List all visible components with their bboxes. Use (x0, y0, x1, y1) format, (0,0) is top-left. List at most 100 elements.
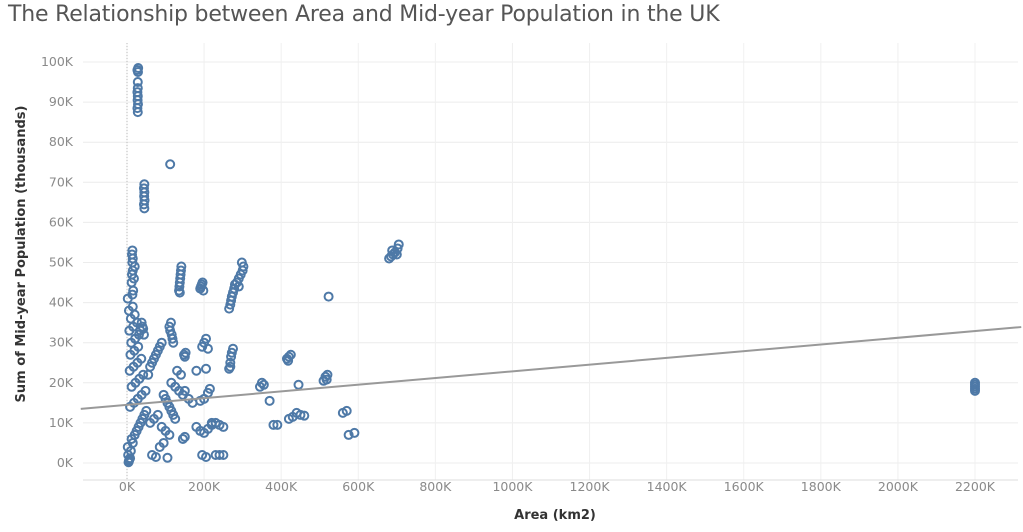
x-tick-label: 600K (342, 479, 375, 494)
data-point (218, 421, 229, 432)
data-point (191, 365, 202, 376)
data-point (341, 405, 352, 416)
data-point (139, 179, 150, 190)
data-point (202, 343, 213, 354)
y-tick-label: 70K (49, 174, 74, 189)
data-point (272, 419, 283, 430)
data-point (132, 83, 143, 94)
data-point (258, 379, 269, 390)
data-point (154, 441, 165, 452)
data-point (150, 451, 161, 462)
data-point (177, 433, 188, 444)
x-tick-label: 400K (265, 479, 298, 494)
data-point (127, 289, 138, 300)
data-point (127, 301, 138, 312)
y-tick-label: 90K (49, 94, 74, 109)
x-tick-label: 1200K (570, 479, 611, 494)
data-point (164, 429, 175, 440)
data-point (175, 265, 186, 276)
data-point (214, 449, 225, 460)
data-point (180, 347, 191, 358)
data-point (138, 183, 149, 194)
data-point (236, 257, 247, 268)
data-point (343, 429, 354, 440)
y-tick-labels: 0K 10K 20K 30K 40K 50K 60K 70K 80K 90K 100K (41, 54, 74, 470)
data-point (323, 291, 334, 302)
data-point (133, 63, 144, 74)
trend-line (80, 326, 1022, 410)
x-tick-labels: 0K 200K 400K 600K 800K 1000K 1200K 1400K 1600K 18… (119, 479, 996, 494)
data-point (201, 333, 212, 344)
data-point (218, 449, 229, 460)
data-point (132, 77, 143, 88)
x-tick-label: 200K (188, 479, 221, 494)
data-point (162, 452, 173, 463)
chart-title: The Relationship between Area and Mid-ye… (8, 2, 720, 27)
data-point (391, 249, 402, 260)
data-point (295, 409, 306, 420)
data-point (256, 377, 267, 388)
data-point (141, 405, 152, 416)
data-point (140, 385, 151, 396)
x-tick-label: 800K (419, 479, 452, 494)
y-tick-label: 100K (41, 54, 74, 69)
data-point (179, 349, 190, 360)
data-point (392, 243, 403, 254)
data-point (167, 333, 178, 344)
data-point (322, 369, 333, 380)
data-point (201, 451, 212, 462)
y-tick-label: 0K (57, 455, 74, 470)
data-point (175, 369, 186, 380)
x-axis-title: Area (km2) (514, 508, 596, 523)
data-point (970, 377, 980, 388)
grid-lines (83, 43, 1018, 481)
data-point (136, 353, 147, 364)
data-point (168, 337, 179, 348)
data-point (170, 413, 181, 424)
data-point (127, 249, 138, 260)
y-tick-label: 80K (49, 134, 74, 149)
data-point (233, 281, 244, 292)
x-tick-label: 1400K (647, 479, 688, 494)
data-point (268, 419, 279, 430)
data-point (158, 389, 169, 400)
data-point (264, 395, 275, 406)
y-tick-label: 30K (49, 335, 74, 350)
data-point (293, 379, 304, 390)
x-tick-label: 0K (119, 479, 136, 494)
x-tick-label: 1800K (801, 479, 842, 494)
data-points (122, 63, 980, 468)
x-tick-label: 2000K (878, 479, 919, 494)
data-point (283, 355, 294, 366)
data-point (225, 361, 236, 372)
data-point (225, 357, 236, 368)
data-point (228, 343, 238, 354)
data-point (206, 417, 217, 428)
data-point (387, 249, 398, 260)
data-point (174, 287, 185, 298)
data-point (349, 427, 360, 438)
data-point (176, 261, 187, 272)
data-point (138, 329, 149, 340)
data-point (283, 351, 294, 362)
x-tick-label: 1600K (724, 479, 765, 494)
data-point (138, 369, 149, 380)
y-tick-label: 20K (49, 375, 74, 390)
y-tick-label: 50K (49, 255, 74, 270)
data-point (143, 369, 154, 380)
trend-line-group (80, 326, 1022, 410)
data-point (156, 337, 167, 348)
x-tick-label: 2200K (955, 479, 996, 494)
data-point (127, 245, 138, 256)
data-point (299, 410, 310, 421)
data-point (152, 409, 163, 420)
data-point (165, 159, 176, 170)
data-point (179, 385, 190, 396)
y-tick-label: 60K (49, 214, 74, 229)
data-point (132, 87, 143, 98)
data-point (201, 363, 212, 374)
data-point (179, 431, 190, 442)
x-tick-label: 1000K (492, 479, 533, 494)
data-point (165, 317, 176, 328)
